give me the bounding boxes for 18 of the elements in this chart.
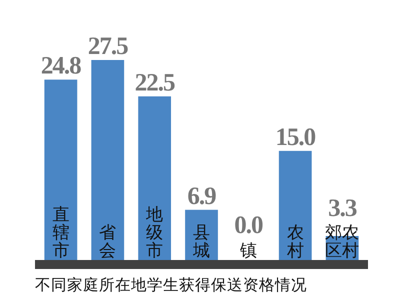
- x-tick-label: 直辖市: [52, 205, 70, 261]
- data-label: 6.9: [187, 182, 216, 210]
- bar: [91, 60, 124, 260]
- bar: [138, 96, 172, 260]
- x-tick-label: 省会: [99, 223, 116, 261]
- bar: [278, 150, 312, 260]
- bar: [44, 80, 78, 260]
- text: 不同家庭所在地学生获得保送资格情况: [35, 276, 307, 294]
- x-tick-label: 地级市: [145, 205, 164, 261]
- data-label: 15.0: [275, 124, 316, 151]
- data-label: 24.8: [40, 52, 82, 80]
- data-label: 3.3: [328, 195, 357, 222]
- data-label: 22.5: [134, 69, 175, 96]
- x-tick-label: 镇: [238, 241, 257, 261]
- x-tick-label: 县城: [192, 223, 210, 261]
- x-tick-label: 农村: [286, 223, 304, 261]
- data-label: 27.5: [88, 33, 128, 60]
- data-label: 0.0: [234, 212, 264, 239]
